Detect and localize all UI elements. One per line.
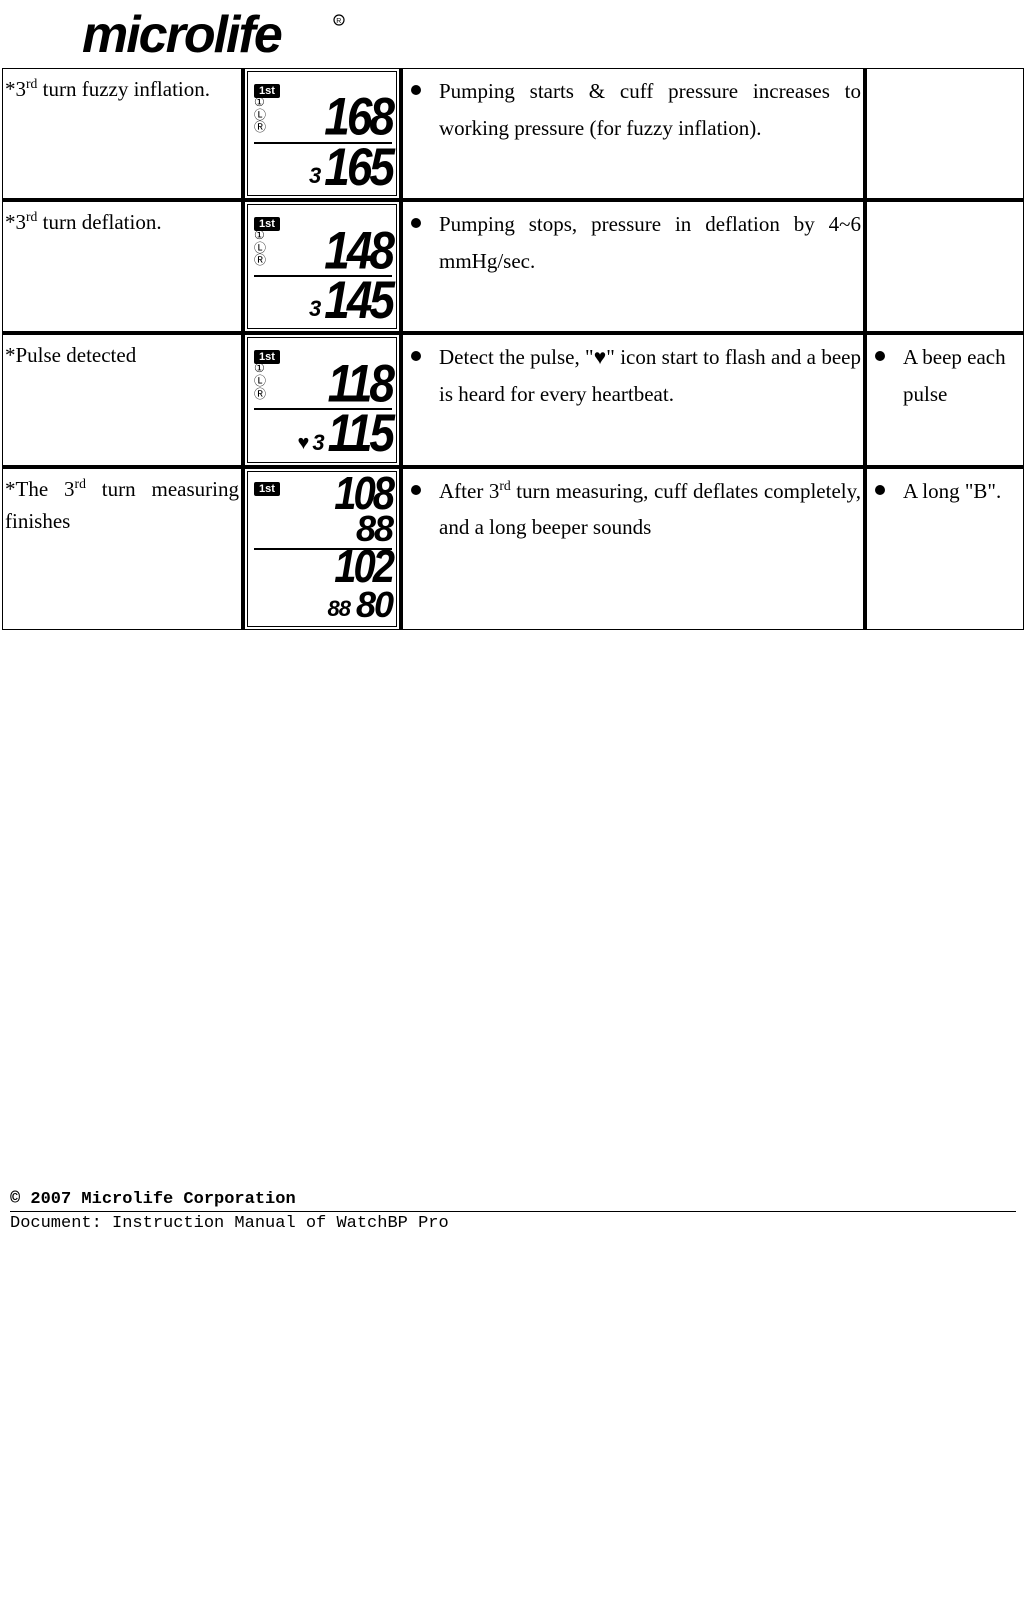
- instruction-table: *3rd turn fuzzy inflation. 1st ① Ⓛ Ⓡ 168: [2, 68, 1024, 630]
- bullet-icon: [875, 485, 885, 495]
- lcd-badge: 1st: [254, 482, 280, 496]
- lcd-bottom-value: 80: [356, 588, 392, 622]
- lcd-top-value: 108: [280, 473, 392, 514]
- lcd-bottom-pre: 88: [327, 598, 349, 622]
- lcd-bottom-value: 115: [328, 410, 392, 458]
- brand-logo: microlife R: [82, 8, 1024, 64]
- svg-text:microlife: microlife: [82, 8, 282, 64]
- heart-icon: ♥: [298, 433, 309, 453]
- copyright-text: © 2007 Microlife Corporation: [10, 1190, 1016, 1209]
- lcd-display: 1st ① Ⓛ Ⓡ 148 3 145: [247, 204, 397, 329]
- lcd-bottom-value: 145: [324, 277, 392, 325]
- lcd-side-icons: ① Ⓛ Ⓡ: [254, 362, 266, 404]
- lcd-top-value: 148: [268, 226, 392, 274]
- table-row: *The 3rd turn measuring finishes 1st 108…: [2, 466, 1024, 630]
- lcd-display: 1st 108 88 102 88 80: [247, 471, 397, 627]
- lcd-bottom-top: 102: [334, 546, 392, 587]
- step-label: *3rd turn fuzzy inflation.: [5, 73, 239, 106]
- lcd-top-value: 118: [268, 360, 392, 408]
- step-label: *The 3rd turn measuring finishes: [5, 473, 239, 538]
- description: Detect the pulse, "♥" icon start to flas…: [405, 339, 861, 413]
- table-row: *3rd turn deflation. 1st ① Ⓛ Ⓡ 148: [2, 199, 1024, 332]
- bullet-icon: [411, 485, 421, 495]
- document-name: Document: Instruction Manual of WatchBP …: [10, 1214, 1016, 1233]
- page-footer: © 2007 Microlife Corporation Document: I…: [2, 1190, 1024, 1233]
- sound-cell: [864, 199, 1024, 332]
- bullet-icon: [411, 85, 421, 95]
- description: Pumping stops, pressure in deflation by …: [405, 206, 861, 280]
- sound-cell: [864, 68, 1024, 199]
- table-row: *3rd turn fuzzy inflation. 1st ① Ⓛ Ⓡ 168: [2, 68, 1024, 199]
- bullet-icon: [875, 351, 885, 361]
- sound-description: A beep each pulse: [869, 339, 1021, 413]
- lcd-bottom-value: 165: [324, 144, 392, 192]
- description: After 3rd turn measuring, cuff deflates …: [405, 473, 861, 547]
- lcd-display: 1st ① Ⓛ Ⓡ 168 3 165: [247, 71, 397, 196]
- lcd-side-icons: ① Ⓛ Ⓡ: [254, 96, 266, 138]
- step-label: *Pulse detected: [5, 339, 239, 372]
- table-row: *Pulse detected 1st ① Ⓛ Ⓡ 118: [2, 332, 1024, 465]
- bullet-icon: [411, 218, 421, 228]
- lcd-side-icons: ① Ⓛ Ⓡ: [254, 229, 266, 271]
- svg-text:R: R: [336, 18, 341, 25]
- step-label: *3rd turn deflation.: [5, 206, 239, 239]
- bullet-icon: [411, 351, 421, 361]
- lcd-display: 1st ① Ⓛ Ⓡ 118 ♥3 115: [247, 337, 397, 462]
- description: Pumping starts & cuff pressure increases…: [405, 73, 861, 147]
- lcd-top-value: 168: [268, 93, 392, 141]
- sound-description: A long "B".: [869, 473, 1021, 510]
